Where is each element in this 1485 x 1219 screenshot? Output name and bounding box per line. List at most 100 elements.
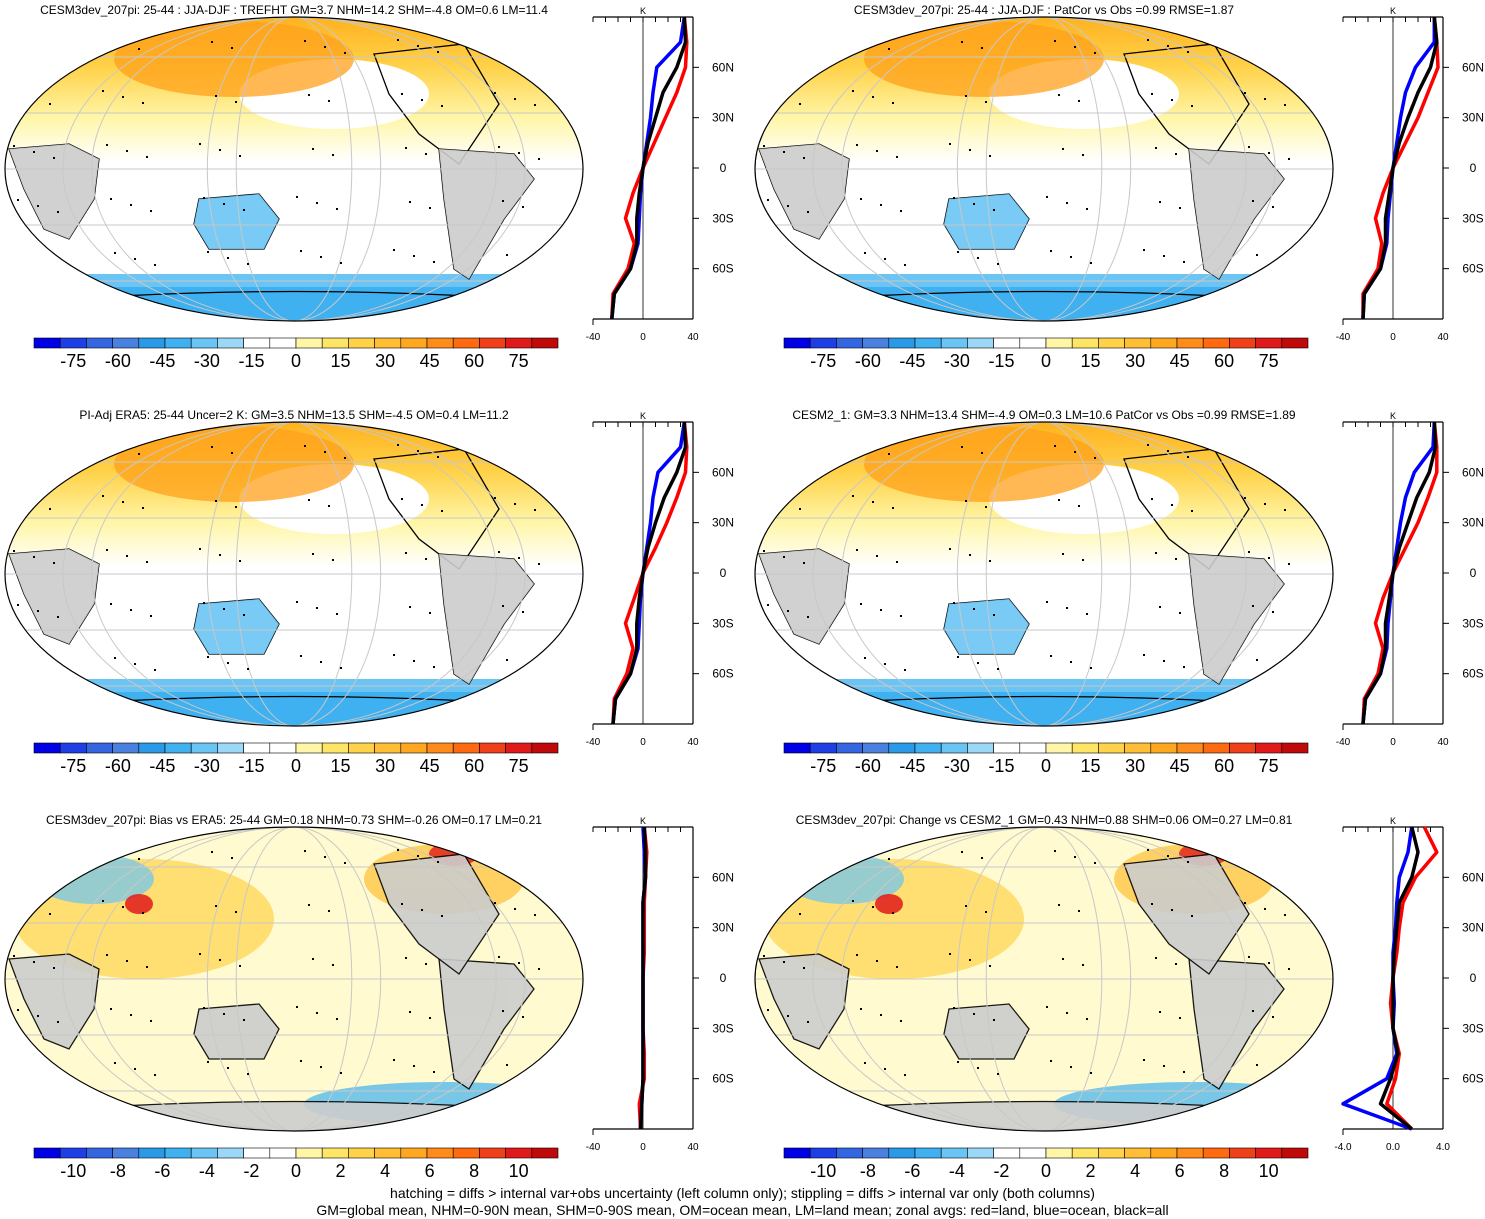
colorbar-swatch <box>348 742 375 754</box>
colorbar-swatch <box>531 742 559 754</box>
colorbar: -75 -60 -45 -30 -15 0 15 30 45 60 75 <box>33 337 559 371</box>
colorbar-tick-label: -10 <box>60 1161 86 1181</box>
colorbar-swatch <box>1281 337 1309 349</box>
colorbar-swatch <box>269 337 297 349</box>
colorbar-tick-label: -45 <box>899 351 925 371</box>
colorbar-swatch <box>112 1147 140 1159</box>
graticule <box>5 422 583 726</box>
colorbar-swatch <box>1176 1147 1204 1159</box>
colorbar-swatch <box>243 337 271 349</box>
colorbar-tick-label: -15 <box>238 351 264 371</box>
colorbar-swatch <box>1045 742 1073 754</box>
world-map <box>754 421 1334 727</box>
colorbar-swatch <box>59 337 87 349</box>
colorbar-swatch <box>1098 742 1125 754</box>
latitude-tick-label: 30N <box>1462 111 1484 125</box>
colorbar-swatch <box>914 1147 942 1159</box>
colorbar-swatch <box>452 1147 480 1159</box>
colorbar-tick-label: 8 <box>1219 1161 1229 1181</box>
zonal-x-unit: K <box>640 411 646 421</box>
colorbar: -75 -60 -45 -30 -15 0 15 30 45 60 75 <box>33 742 559 776</box>
landmass-outline <box>755 1100 1333 1131</box>
colorbar-swatch <box>1202 337 1230 349</box>
colorbar-swatch <box>1176 742 1204 754</box>
zonal-series-all <box>1361 421 1438 725</box>
colorbar-tick-label: 6 <box>1175 1161 1185 1181</box>
zonal-x-tick-label: 0 <box>1390 332 1396 343</box>
colorbar-swatch <box>531 337 559 349</box>
colorbar-swatch <box>426 742 454 754</box>
colorbar-swatch <box>1255 1147 1283 1159</box>
colorbar-tick-label: 30 <box>1125 756 1145 776</box>
zonal-x-unit: K <box>1390 816 1396 826</box>
colorbar-swatch <box>1045 1147 1073 1159</box>
zonal-series-ocean <box>610 16 687 320</box>
latitude-tick-label: 0 <box>720 566 727 580</box>
colorbar-swatch <box>809 742 837 754</box>
colorbar-swatch <box>164 337 192 349</box>
world-map <box>754 826 1334 1132</box>
latitude-tick-label: 30S <box>712 1021 733 1035</box>
map-border <box>4 421 584 727</box>
colorbar-swatch <box>426 337 454 349</box>
colorbar-swatch <box>1019 337 1047 349</box>
colorbar-swatch <box>33 742 61 754</box>
colorbar-tick-label: -8 <box>110 1161 126 1181</box>
colorbar-tick-label: 10 <box>1259 1161 1279 1181</box>
landmass-outline <box>943 1003 1030 1060</box>
colorbar-swatch <box>809 1147 837 1159</box>
landmass-outline <box>438 958 535 1090</box>
colorbar-tick-label: -30 <box>944 756 970 776</box>
zonal-series-land <box>611 421 689 725</box>
panel-title: CESM3dev_207pi: 25-44 : JJA-DJF : TREFHT… <box>40 3 548 17</box>
zonal-x-unit: K <box>1390 411 1396 421</box>
colorbar-swatch <box>1281 742 1309 754</box>
colorbar-tick-label: 15 <box>1081 756 1101 776</box>
latitude-tick-label: 60S <box>712 262 733 276</box>
colorbar-tick-label: 4 <box>380 1161 390 1181</box>
footer-line-2: GM=global mean, NHM=0-90N mean, SHM=0-90… <box>316 1202 1169 1218</box>
colorbar-swatch <box>836 1147 863 1159</box>
australia-land <box>194 599 279 654</box>
africa-land <box>9 549 99 644</box>
panel-title: CESM3dev_207pi: Change vs CESM2_1 GM=0.4… <box>796 813 1293 827</box>
panel-2: CESM3dev_207pi: 25-44 : JJA-DJF : PatCor… <box>754 3 1484 371</box>
colorbar-swatch <box>862 337 890 349</box>
colorbar-swatch <box>295 742 323 754</box>
zonal-x-tick-label: 4.0 <box>1436 1142 1450 1153</box>
colorbar: -10 -8 -6 -4 -2 0 2 4 6 8 10 <box>33 1147 559 1181</box>
colorbar-swatch <box>33 1147 61 1159</box>
world-map <box>754 16 1334 322</box>
latitude-tick-label: 60S <box>1462 262 1483 276</box>
australia-land <box>944 599 1029 654</box>
zonal-x-tick-label: 0 <box>640 332 646 343</box>
zonal-series-all <box>638 826 648 1130</box>
colorbar-swatch <box>967 1147 994 1159</box>
colorbar-swatch <box>1071 1147 1099 1159</box>
colorbar-swatch <box>993 1147 1021 1159</box>
graticule <box>755 422 1333 726</box>
graticule <box>5 17 583 321</box>
zonal-series-all <box>611 421 688 725</box>
africa-land <box>759 549 849 644</box>
panel-3: PI-Adj ERA5: 25-44 Uncer=2 K: GM=3.5 NHM… <box>4 408 734 776</box>
colorbar-swatch <box>888 337 916 349</box>
latitude-tick-label: 60N <box>712 465 734 479</box>
colorbar: -75 -60 -45 -30 -15 0 15 30 45 60 75 <box>783 742 1309 776</box>
colorbar-tick-label: -15 <box>988 351 1014 371</box>
colorbar-swatch <box>374 1147 402 1159</box>
colorbar-swatch <box>348 1147 375 1159</box>
colorbar-swatch <box>138 1147 166 1159</box>
latitude-tick-label: 60N <box>1462 870 1484 884</box>
colorbar-swatch <box>86 742 113 754</box>
map-border <box>754 16 1334 322</box>
latitude-tick-label: 0 <box>1470 161 1477 175</box>
colorbar-tick-label: -4 <box>199 1161 215 1181</box>
zonal-x-tick-label: 0 <box>640 737 646 748</box>
colorbar-swatch <box>400 1147 428 1159</box>
colorbar-tick-label: 4 <box>1130 1161 1140 1181</box>
colorbar-swatch <box>164 742 192 754</box>
latitude-tick-label: 30S <box>712 616 733 630</box>
colorbar-swatch <box>190 337 218 349</box>
colorbar-swatch <box>914 742 942 754</box>
